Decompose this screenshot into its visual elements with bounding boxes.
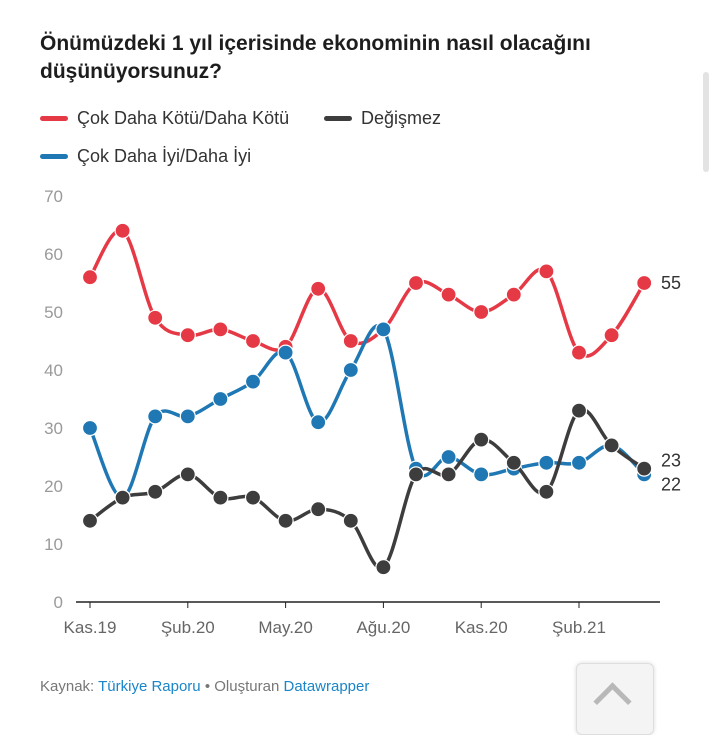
data-point-unchanged	[603, 437, 620, 454]
legend-item-better: Çok Daha İyi/Daha İyi	[40, 146, 251, 167]
series-line-worse	[88, 228, 646, 358]
data-point-worse	[570, 344, 588, 361]
legend-label-better: Çok Daha İyi/Daha İyi	[77, 146, 252, 166]
chevron-up-icon	[593, 682, 632, 721]
data-point-unchanged	[277, 512, 294, 529]
scrollbar-thumb[interactable]	[703, 72, 709, 172]
footer-separator: •	[204, 678, 211, 695]
data-point-worse	[212, 321, 229, 338]
data-point-better	[570, 454, 588, 471]
data-point-better	[473, 466, 490, 483]
data-point-unchanged	[570, 402, 588, 419]
data-point-unchanged	[538, 483, 555, 500]
made-with-label: Oluşturan	[214, 678, 280, 695]
x-tick-label: Kas.19	[64, 618, 117, 637]
data-point-worse	[440, 286, 457, 303]
data-point-better	[179, 408, 196, 425]
end-label-unchanged: 23	[661, 451, 681, 471]
data-point-worse	[603, 327, 620, 344]
y-tick-label: 70	[44, 187, 63, 206]
data-point-better	[310, 414, 327, 431]
y-tick-label: 60	[44, 245, 63, 264]
y-tick-label: 50	[44, 303, 63, 322]
series-line-unchanged	[88, 407, 646, 570]
data-point-unchanged	[244, 489, 262, 506]
data-point-unchanged	[114, 489, 131, 506]
data-point-better	[375, 321, 392, 338]
data-point-unchanged	[212, 489, 229, 506]
data-point-worse	[114, 222, 131, 239]
data-point-unchanged	[636, 460, 653, 477]
data-point-worse	[407, 274, 425, 292]
data-point-better	[277, 344, 294, 361]
data-point-unchanged	[505, 454, 522, 471]
data-point-better	[244, 373, 262, 390]
data-point-worse	[81, 269, 99, 286]
data-point-worse	[636, 274, 653, 292]
legend-swatch-better	[40, 154, 68, 159]
data-point-better	[147, 408, 164, 425]
footer: Kaynak: Türkiye Raporu • Oluşturan Dataw…	[40, 678, 369, 695]
data-point-worse	[505, 286, 522, 303]
legend-item-worse: Çok Daha Kötü/Daha Kötü	[40, 108, 289, 129]
legend-label-unchanged: Değişmez	[361, 108, 442, 128]
data-point-worse	[244, 332, 262, 350]
data-point-unchanged	[81, 512, 99, 529]
data-point-unchanged	[440, 466, 457, 483]
data-point-worse	[310, 280, 327, 297]
data-point-better	[81, 419, 99, 437]
data-point-worse	[538, 263, 555, 280]
data-point-worse	[473, 303, 490, 321]
end-label-worse: 55	[661, 273, 681, 293]
data-point-better	[212, 390, 229, 408]
data-point-unchanged	[473, 431, 490, 448]
source-link[interactable]: Türkiye Raporu	[98, 678, 201, 695]
data-point-unchanged	[179, 466, 196, 483]
legend-label-worse: Çok Daha Kötü/Daha Kötü	[77, 108, 290, 128]
y-tick-label: 20	[44, 477, 63, 496]
data-point-unchanged	[147, 483, 164, 500]
source-prefix: Kaynak:	[40, 678, 95, 695]
chart-title: Önümüzdeki 1 yıl içerisinde ekonominin n…	[40, 32, 591, 83]
x-tick-label: May.20	[258, 618, 313, 637]
line-chart: 0 10 20 30 40 50 60 70 Kas.19 Şub.20 May.20 Ağu.20 K…	[44, 187, 681, 637]
data-point-better	[342, 361, 359, 379]
legend-swatch-worse	[40, 116, 68, 121]
x-tick-label: Şub.21	[552, 618, 606, 637]
data-point-worse	[147, 309, 164, 326]
series-line-better	[88, 324, 646, 500]
x-tick-label: Şub.20	[161, 618, 215, 637]
y-tick-label: 30	[44, 419, 63, 438]
y-tick-label: 40	[44, 361, 63, 380]
data-point-unchanged	[342, 512, 359, 529]
legend-item-unchanged: Değişmez	[324, 108, 441, 129]
data-point-worse	[342, 332, 359, 350]
y-tick-label: 10	[44, 535, 63, 554]
scroll-to-top-button[interactable]	[576, 663, 654, 735]
data-point-unchanged	[407, 466, 425, 483]
legend-swatch-unchanged	[324, 116, 352, 121]
datawrapper-link[interactable]: Datawrapper	[283, 678, 370, 695]
data-point-worse	[179, 327, 196, 344]
data-point-unchanged	[310, 501, 327, 518]
data-point-better	[538, 454, 555, 471]
data-point-better	[440, 448, 457, 466]
x-tick-label: Ağu.20	[356, 618, 410, 637]
y-tick-label: 0	[54, 593, 63, 612]
end-label-better: 22	[661, 474, 681, 494]
x-tick-label: Kas.20	[455, 618, 508, 637]
data-point-unchanged	[375, 559, 392, 576]
